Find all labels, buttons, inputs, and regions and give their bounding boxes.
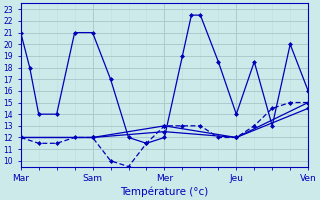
- X-axis label: Température (°c): Température (°c): [120, 186, 209, 197]
